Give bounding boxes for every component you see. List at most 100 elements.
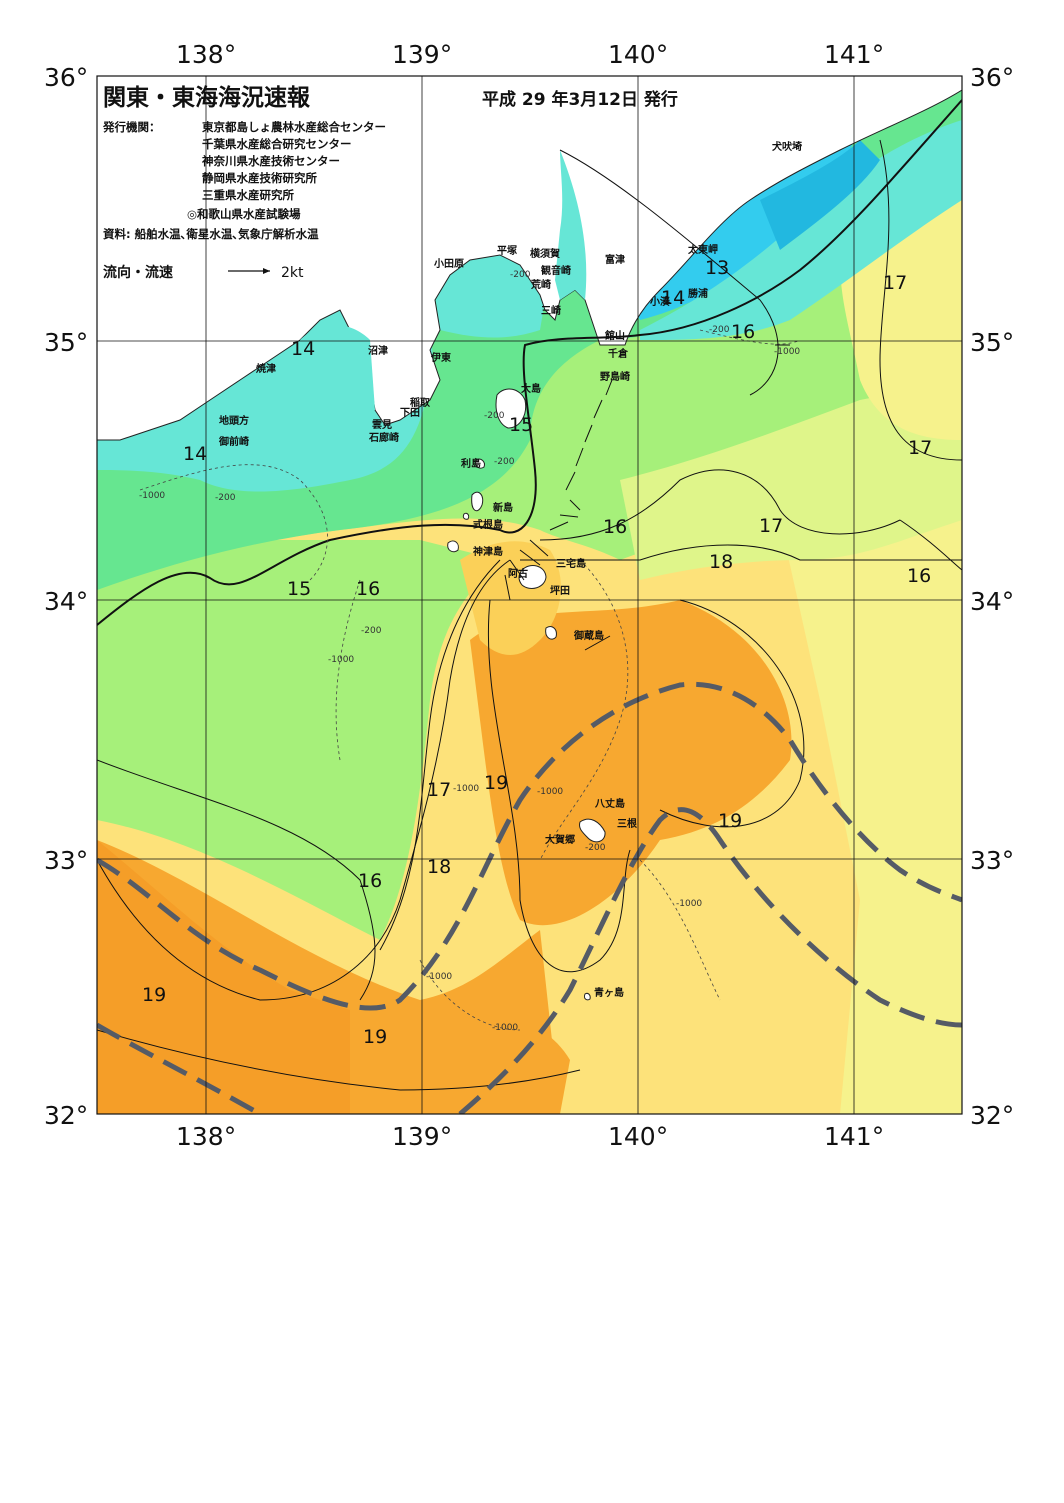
publisher-4: 静岡県水産技術研究所: [202, 171, 317, 185]
depth-label: -1000: [426, 972, 452, 982]
place-irozaki: 石廊崎: [368, 431, 399, 444]
temp-label: 18: [427, 856, 451, 878]
map-title: 関東・東海海況速報: [103, 84, 311, 111]
temp-label: 16: [356, 578, 380, 600]
place-shikinejima: 式根島: [473, 518, 503, 531]
place-kominato: 小湊: [649, 295, 671, 308]
place-jitogata: 地頭方: [219, 414, 249, 427]
lon-top-140: 140°: [608, 40, 668, 69]
lat-left-35: 35°: [44, 328, 88, 357]
place-kumomi: 雲見: [372, 419, 392, 431]
publisher-label: 発行機関：: [102, 120, 161, 134]
temp-label: 16: [907, 565, 931, 587]
place-tateyama: 館山: [604, 329, 625, 342]
place-hiratsuka: 平塚: [497, 244, 517, 257]
depth-label: -200: [484, 411, 505, 421]
temp-label: 19: [484, 772, 508, 794]
place-misaki: 三崎: [541, 304, 561, 317]
isotherms: [97, 99, 962, 1091]
lat-left-32: 32°: [44, 1101, 88, 1130]
publisher-5: 三重県水産研究所: [202, 188, 294, 202]
depth-label: -200: [494, 457, 515, 467]
place-okago: 大賀郷: [545, 833, 575, 846]
place-inatori: 稲取: [410, 396, 431, 409]
depth-label: -1000: [676, 899, 702, 909]
place-omaezaki: 御前崎: [218, 435, 249, 448]
issue-date: 平成 29 年3月12日 発行: [482, 89, 678, 110]
current-arrow: [593, 399, 603, 419]
current-arrow: [529, 539, 549, 557]
temp-label: 15: [509, 414, 533, 436]
lon-top-141: 141°: [824, 40, 884, 69]
temp-label: 17: [759, 515, 783, 537]
flow-scale-arrowhead: [263, 268, 270, 274]
publisher-2: 千葉県水産総合研究センター: [202, 137, 352, 151]
temp-label: 15: [287, 578, 311, 600]
place-toshima: 利島: [461, 457, 481, 470]
current-arrow: [584, 424, 593, 443]
temp-label: 19: [142, 984, 166, 1006]
place-chikura: 千倉: [608, 347, 629, 360]
place-ito: 伊東: [430, 351, 451, 364]
depth-label: -1000: [492, 1023, 518, 1033]
temp-label: 16: [603, 516, 627, 538]
place-shimoda: 下田: [400, 407, 420, 419]
current-arrow: [584, 635, 611, 651]
lat-lon-grid: [96, 75, 963, 1115]
temp-label: 13: [705, 257, 729, 279]
place-futtsu: 富津: [605, 253, 625, 266]
lat-right-34: 34°: [970, 587, 1014, 616]
lon-bottom-138: 138°: [176, 1122, 236, 1151]
axis-labels: 138° 139° 140° 141° 138° 139° 140° 141° …: [44, 40, 1014, 1151]
place-katsuura: 勝浦: [688, 287, 708, 300]
place-numazu: 沼津: [368, 344, 388, 357]
current-arrow: [559, 514, 579, 518]
temp-label: 17: [908, 437, 932, 459]
place-yaizu: 焼津: [256, 362, 276, 375]
place-inubosaki: 犬吠埼: [772, 140, 802, 153]
place-taitomisaki: 太東岬: [687, 243, 718, 256]
current-arrow: [509, 559, 525, 581]
place-niijima: 新島: [493, 501, 513, 514]
lon-bottom-139: 139°: [392, 1122, 452, 1151]
land: [97, 76, 962, 1001]
place-arasaki: 荒崎: [530, 278, 551, 291]
depth-label: -200: [709, 325, 730, 335]
temp-label: 19: [363, 1026, 387, 1048]
depth-label: -1000: [453, 784, 479, 794]
current-arrow: [575, 447, 584, 467]
flow-scale-label: 2kt: [281, 265, 304, 281]
depth-label: -200: [510, 270, 531, 280]
lat-left-34: 34°: [44, 587, 88, 616]
depth-label: -1000: [139, 491, 165, 501]
place-yokosuka: 横須賀: [530, 247, 560, 260]
place-oshima: 大島: [521, 382, 541, 395]
depth-label: -200: [215, 493, 236, 503]
depth-label: -1000: [774, 347, 800, 357]
temp-label: 16: [731, 321, 755, 343]
publisher-6: ◎和歌山県水産試験場: [187, 207, 301, 221]
place-miyakejima: 三宅島: [556, 557, 586, 570]
temp-label: 14: [291, 338, 315, 360]
temp-label: 18: [709, 551, 733, 573]
current-arrow: [605, 379, 613, 396]
place-aogashima: 青ヶ島: [594, 986, 624, 999]
lon-bottom-140: 140°: [608, 1122, 668, 1151]
lat-right-36: 36°: [970, 63, 1014, 92]
place-tsubota: 坪田: [550, 584, 570, 597]
temp-label: 17: [883, 272, 907, 294]
place-odawara: 小田原: [433, 257, 464, 270]
temp-label: 14: [661, 287, 685, 309]
place-ako: 阿古: [508, 567, 528, 580]
publisher-3: 神奈川県水産技術センター: [202, 154, 340, 168]
current-arrow: [519, 549, 541, 566]
lat-right-35: 35°: [970, 328, 1014, 357]
header: 関東・東海海況速報 平成 29 年3月12日 発行 発行機関： 東京都島しょ農林…: [102, 84, 678, 281]
current-arrow: [569, 499, 581, 511]
current-vectors: [504, 344, 790, 651]
place-mitsune: 三根: [617, 817, 637, 830]
lat-right-33: 33°: [970, 846, 1014, 875]
temp-label: 14: [183, 443, 207, 465]
depth-label: -200: [361, 626, 382, 636]
